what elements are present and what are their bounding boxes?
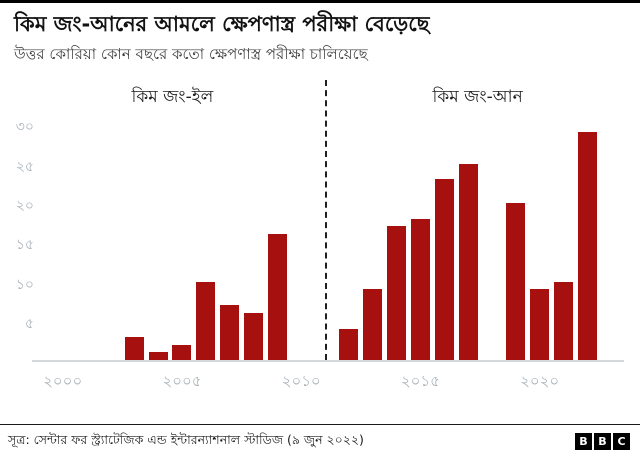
y-tick-label: ১৫ xyxy=(15,237,34,254)
bar-2012 xyxy=(339,328,359,361)
bar-2009 xyxy=(267,234,287,361)
x-tick-label: ২০১৫ xyxy=(400,372,440,391)
chart-header: কিম জং-আনের আমলে ক্ষেপণাস্ত্র পরীক্ষা বে… xyxy=(0,3,640,68)
x-tick-label: ২০১০ xyxy=(281,372,321,391)
era-divider-line xyxy=(325,80,328,361)
bar-2005 xyxy=(172,344,192,361)
bar-2015 xyxy=(410,218,430,361)
bbc-logo-letter-c: C xyxy=(613,433,630,450)
y-tick-label: ২৫ xyxy=(15,158,34,175)
era-label-kim-jong-un: কিম জং-আন xyxy=(432,87,523,108)
bar-2022 xyxy=(577,132,597,361)
footer: সূত্র: সেন্টার ফর স্ট্র্যাটেজিক এন্ড ইন্… xyxy=(0,424,640,458)
bar-2007 xyxy=(220,305,240,361)
page-subtitle: উত্তর কোরিয়া কোন বছরে কতো ক্ষেপণাস্ত্র … xyxy=(14,45,368,64)
bar-2019 xyxy=(506,202,526,361)
y-tick-label: ৩০ xyxy=(15,119,34,136)
bar-2013 xyxy=(363,289,383,361)
bar-2003 xyxy=(124,336,144,361)
bar-2008 xyxy=(243,313,263,361)
missile-tests-bar-chart: কিম জং-ইল কিম জং-আন ৫ ১০ ১৫ ২০ ২৫ ৩০ ২০০০ ২০০৫ ২০১… xyxy=(0,80,640,398)
bar-2004 xyxy=(148,352,168,361)
bar-2014 xyxy=(387,226,407,361)
bar-2006 xyxy=(196,281,216,361)
x-axis-baseline xyxy=(32,360,624,363)
bar-2020 xyxy=(530,289,550,361)
y-tick-label: ১০ xyxy=(15,276,34,293)
x-tick-label: ২০২০ xyxy=(520,372,560,391)
bbc-logo: B B C xyxy=(575,433,630,450)
page-title: কিম জং-আনের আমলে ক্ষেপণাস্ত্র পরীক্ষা বে… xyxy=(14,12,430,36)
bbc-logo-letter-b2: B xyxy=(594,433,611,450)
x-tick-label: ২০০৫ xyxy=(162,372,202,391)
y-tick-label: ৫ xyxy=(24,315,34,332)
bar-2021 xyxy=(554,281,574,361)
bbc-logo-letter-b1: B xyxy=(575,433,592,450)
bar-2017 xyxy=(458,163,478,361)
bar-2016 xyxy=(434,179,454,361)
x-tick-label: ২০০০ xyxy=(43,372,83,391)
source-text: সূত্র: সেন্টার ফর স্ট্র্যাটেজিক এন্ড ইন্… xyxy=(8,431,364,447)
era-label-kim-jong-il: কিম জং-ইল xyxy=(131,87,214,108)
y-tick-label: ২০ xyxy=(15,197,34,214)
